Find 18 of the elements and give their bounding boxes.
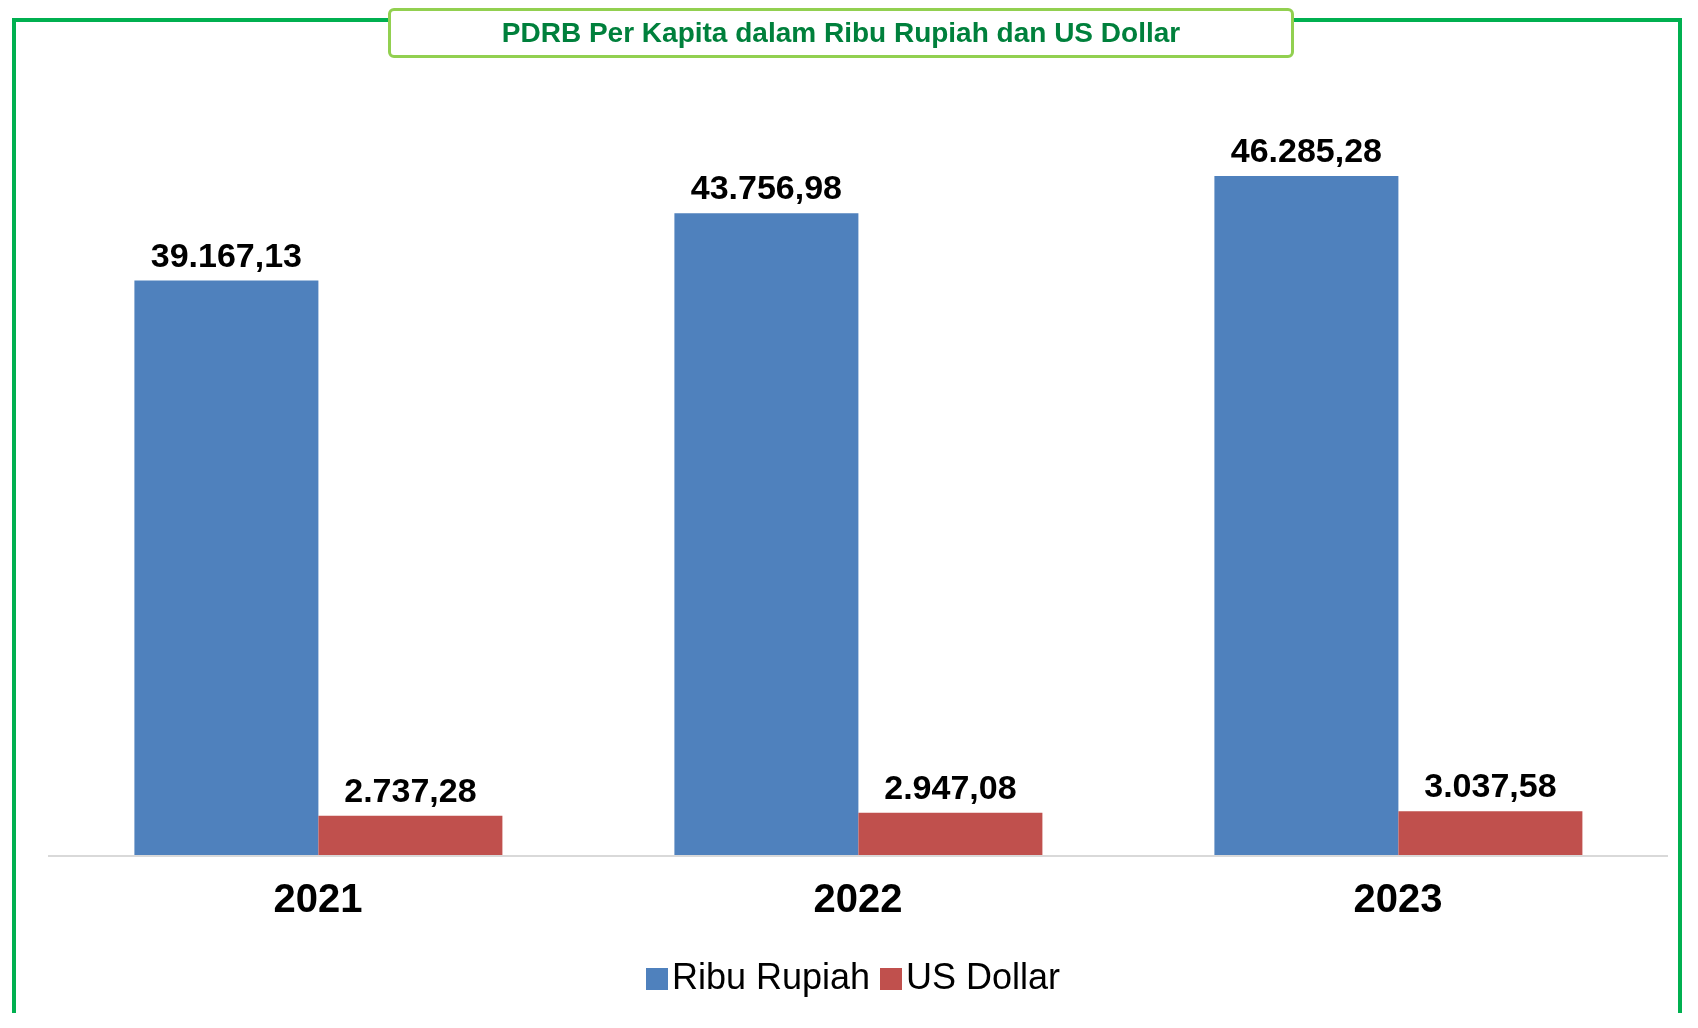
legend-label: US Dollar: [906, 956, 1061, 997]
data-label: 43.756,98: [690, 168, 843, 207]
data-label: 39.167,13: [150, 235, 303, 274]
bar: [1214, 176, 1399, 856]
bar: [134, 280, 319, 856]
legend-label: Ribu Rupiah: [671, 956, 871, 997]
chart-title: PDRB Per Kapita dalam Ribu Rupiah dan US Dollar: [388, 8, 1294, 58]
bar: [674, 213, 859, 856]
bar: [1398, 811, 1583, 856]
data-label: 2.947,08: [884, 767, 1017, 806]
bar: [858, 812, 1043, 856]
data-label: 46.285,28: [1230, 131, 1383, 169]
x-tick-label: 2022: [813, 876, 903, 921]
data-label: 3.037,58: [1424, 766, 1557, 805]
data-label: 2.737,28: [344, 770, 477, 809]
x-tick-label: 2021: [273, 876, 363, 921]
x-tick-label: 2023: [1353, 876, 1443, 921]
bar: [318, 815, 503, 856]
